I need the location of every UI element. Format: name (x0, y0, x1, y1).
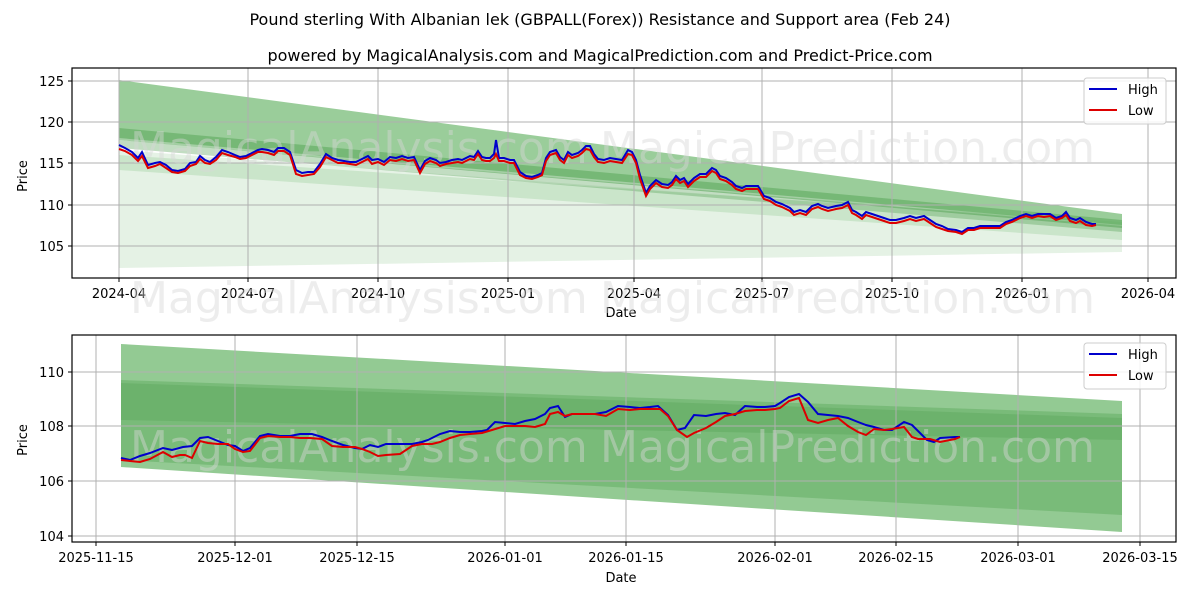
top-xticks-marks (118, 278, 1149, 282)
legend-low-label: Low (1128, 104, 1154, 119)
top-xtick: 2025-10 (865, 287, 919, 302)
bottom-ytick-104: 104 (39, 530, 64, 545)
top-ytick-110: 110 (39, 199, 64, 214)
bottom-ytick-108: 108 (39, 420, 64, 435)
top-chart: MagicalAnalysis.com MagicalPrediction.co… (16, 67, 1177, 324)
top-ytick-125: 125 (39, 75, 64, 90)
bottom-xtick: 2026-01-01 (467, 551, 543, 566)
bottom-yticks-marks (68, 371, 72, 537)
bottom-xtick: 2025-12-01 (197, 551, 273, 566)
watermark-prediction-bottom: MagicalPrediction.com (600, 422, 1095, 473)
bottom-ytick-110: 110 (39, 366, 64, 381)
top-ylabel: Price (16, 160, 31, 192)
top-xtick: 2026-04 (1121, 287, 1175, 302)
top-xtick: 2024-07 (221, 287, 275, 302)
watermark-prediction-lower: MagicalPrediction.com (600, 273, 1095, 324)
legend-high-label: High (1128, 83, 1158, 98)
bottom-legend: High Low (1083, 342, 1167, 390)
resistance-band-outer (119, 80, 1122, 225)
top-yticks-marks (68, 80, 72, 247)
bottom-xtick: 2026-01-15 (588, 551, 664, 566)
chart-subtitle: powered by MagicalAnalysis.com and Magic… (267, 46, 933, 65)
top-legend: High Low (1083, 77, 1167, 125)
top-xlabel: Date (605, 306, 636, 321)
bottom-ytick-106: 106 (39, 475, 64, 490)
bottom-grid (72, 335, 1176, 542)
bottom-axes-frame (71, 334, 1177, 543)
bottom-xtick: 2026-02-15 (858, 551, 934, 566)
bottom-xtick: 2025-12-15 (319, 551, 395, 566)
top-axes-frame (71, 67, 1177, 279)
top-xtick: 2025-01 (481, 287, 535, 302)
bottom-chart: MagicalAnalysis.com MagicalPrediction.co… (16, 334, 1178, 586)
bottom-xtick: 2026-03-15 (1102, 551, 1178, 566)
top-ytick-115: 115 (39, 157, 64, 172)
outer-band (121, 344, 1122, 532)
top-high-line (118, 139, 1096, 234)
support-band-mid (119, 155, 1122, 240)
top-ytick-120: 120 (39, 116, 64, 131)
bottom-high-line (120, 392, 960, 462)
bottom-low-line (120, 396, 961, 464)
top-xtick: 2024-10 (351, 287, 405, 302)
top-low-line (118, 147, 1097, 236)
watermark-prediction: MagicalPrediction.com (600, 123, 1095, 174)
support-band-light (119, 150, 1122, 268)
top-ytick-105: 105 (39, 240, 64, 255)
watermark-analysis-lower: MagicalAnalysis.com (130, 273, 588, 324)
legend-high-label: High (1128, 348, 1158, 363)
bottom-xtick: 2026-02-01 (737, 551, 813, 566)
legend-low-label: Low (1128, 369, 1154, 384)
top-grid (72, 68, 1176, 278)
top-xtick: 2026-01 (995, 287, 1049, 302)
top-xtick: 2025-07 (735, 287, 789, 302)
bottom-xtick: 2025-11-15 (58, 551, 134, 566)
top-xtick: 2024-04 (92, 287, 146, 302)
bottom-xtick: 2026-03-01 (980, 551, 1056, 566)
resistance-band-inner (119, 128, 1122, 228)
watermark-analysis: MagicalAnalysis.com (130, 123, 588, 174)
bottom-ylabel: Price (16, 424, 31, 456)
top-xtick: 2025-04 (607, 287, 661, 302)
chart-title: Pound sterling With Albanian lek (GBPALL… (249, 10, 951, 29)
bottom-xticks-marks (95, 542, 1141, 546)
bottom-xlabel: Date (605, 571, 636, 586)
